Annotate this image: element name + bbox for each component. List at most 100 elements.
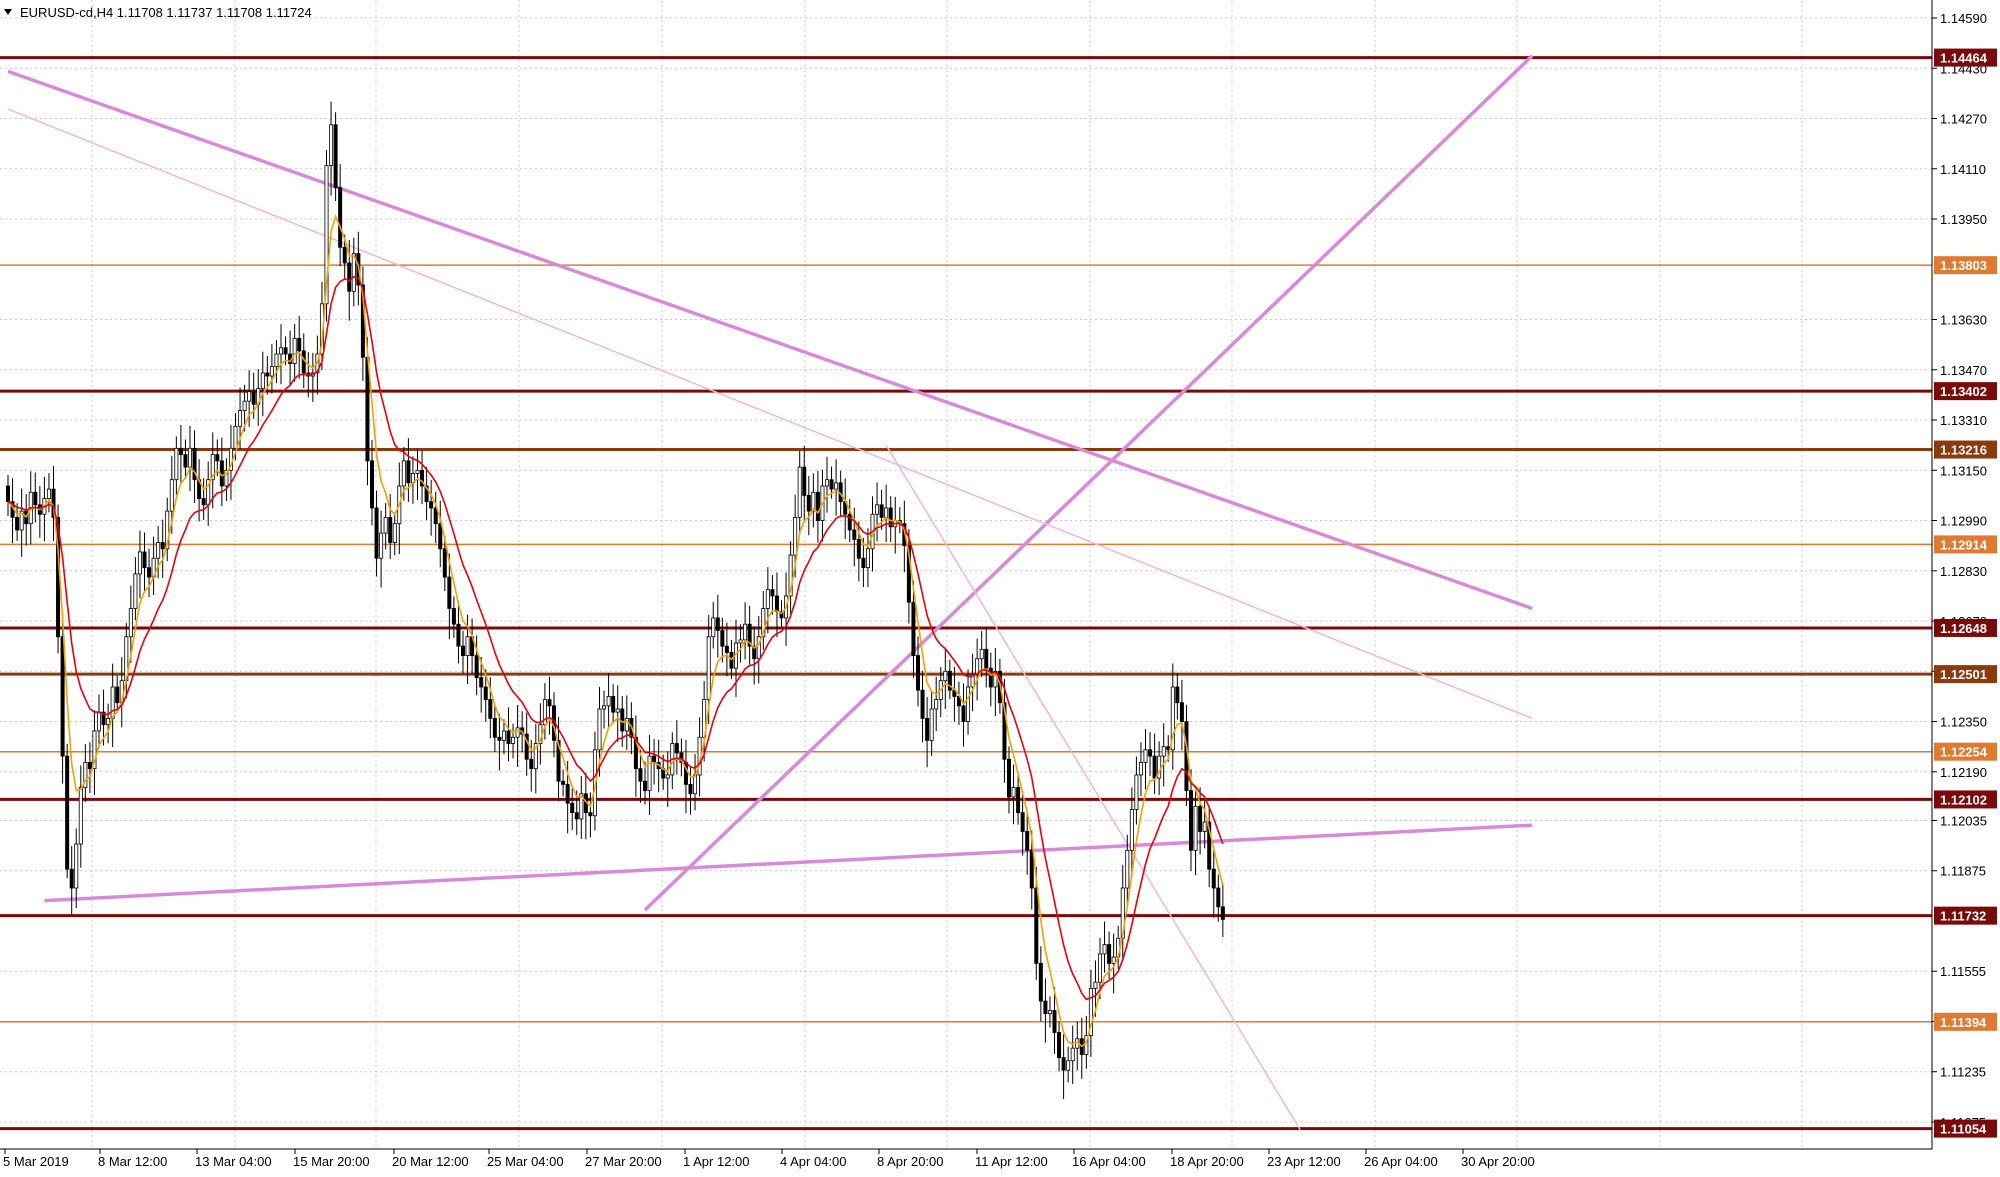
candle-bear (565, 783, 570, 804)
candle-bear (588, 812, 593, 817)
candle-bear (879, 504, 884, 518)
candle-bull (1047, 1010, 1052, 1015)
candle-bull (1134, 774, 1139, 810)
candle-bear (1043, 1000, 1048, 1015)
candle-bull (97, 711, 102, 732)
time-tick-label: 30 Apr 20:00 (1461, 1154, 1535, 1169)
candle-bull (966, 686, 971, 722)
candle-bull (602, 705, 607, 710)
candle-bear (388, 516, 393, 543)
candle-bear (438, 523, 443, 550)
candle-bull (278, 347, 283, 355)
candle-bear (856, 538, 861, 559)
candle-bull (1066, 1060, 1071, 1071)
price-tick-label: 1.13310 (1940, 413, 1987, 428)
candle-bear (720, 630, 725, 647)
trendline[interactable] (7, 69, 1533, 611)
time-tick-label: 13 Mar 04:00 (195, 1154, 272, 1169)
candle-bull (929, 708, 934, 741)
candle-bear (65, 755, 70, 870)
candle-bear (483, 686, 488, 700)
candle-bear (925, 718, 930, 741)
candle-bear (492, 718, 497, 738)
time-tick-label: 20 Mar 12:00 (392, 1154, 469, 1169)
trendline[interactable] (885, 444, 1301, 1131)
candle-bull (511, 736, 516, 744)
candle-bear (1179, 702, 1184, 722)
candle-bear (652, 755, 657, 763)
level-price-badge (1934, 1012, 1997, 1031)
trendline[interactable] (643, 54, 1534, 912)
candle-bull (92, 730, 97, 770)
candle-bull (1088, 988, 1093, 1037)
horizontal-levels[interactable] (0, 56, 1932, 1131)
candle-bear (506, 730, 511, 744)
candle-bear (1057, 1032, 1062, 1059)
triangle-down-icon[interactable] (4, 9, 12, 15)
level-price-badge (1934, 665, 1997, 684)
candle-bear (561, 780, 566, 785)
candle-bear (1038, 962, 1043, 1002)
price-tick-label: 1.13150 (1940, 463, 1987, 478)
candle-bull (1098, 953, 1103, 983)
candle-bear (297, 337, 302, 352)
trendline[interactable] (44, 823, 1533, 903)
level-price-label: 1.13402 (1940, 384, 1987, 399)
candle-bear (369, 460, 374, 509)
candle-bull (329, 124, 334, 167)
candle-bull (128, 608, 133, 638)
candle-bull (579, 793, 584, 820)
price-tick-label: 1.12350 (1940, 715, 1987, 730)
candle-bear (1061, 1057, 1066, 1071)
candle-bull (74, 843, 79, 889)
candle-bull (379, 532, 384, 559)
candle-bull (1111, 956, 1116, 964)
candle-bull (665, 774, 670, 779)
candle-bear (556, 739, 561, 782)
time-tick-label: 15 Mar 20:00 (293, 1154, 370, 1169)
candle-bull (743, 623, 748, 641)
candle-bull (934, 699, 939, 710)
price-tick-label: 1.11555 (1940, 964, 1986, 979)
candle-bear (802, 466, 807, 496)
time-tick-label: 26 Apr 04:00 (1364, 1154, 1438, 1169)
candle-bear (888, 507, 893, 528)
candle-bull (238, 410, 243, 427)
candle-bear (342, 246, 347, 264)
candle-bull (292, 337, 297, 364)
candle-bear (984, 648, 989, 669)
candle-bear (1052, 1010, 1057, 1033)
trendline[interactable] (7, 108, 1533, 720)
candle-bull (133, 573, 138, 609)
trendlines[interactable] (7, 54, 1534, 1131)
candle-bull (401, 460, 406, 487)
candle-bear (611, 696, 616, 713)
candle-bear (420, 469, 425, 487)
candle-bull (19, 510, 24, 531)
level-price-badge (1934, 256, 1997, 275)
candle-bear (160, 542, 165, 550)
candle-bear (333, 124, 338, 189)
candle-bear (338, 187, 343, 248)
candle-bull (515, 727, 520, 738)
candle-bear (847, 513, 852, 531)
candle-bear (1007, 758, 1012, 798)
candle-bear (115, 686, 120, 704)
level-price-badge (1934, 906, 1997, 925)
candle-bull (324, 165, 329, 305)
candle-bull (765, 589, 770, 609)
candle-bear (429, 501, 434, 509)
price-tick-label: 1.13630 (1940, 313, 1987, 328)
candle-bear (633, 736, 638, 770)
candle-bear (1025, 831, 1030, 851)
candle-bull (797, 466, 802, 518)
level-price-badge (1934, 790, 1997, 809)
candle-bear (265, 372, 270, 377)
candle-bull (533, 743, 538, 770)
candle-bull (706, 636, 711, 700)
candle-bear (215, 454, 220, 462)
candle-bull (46, 488, 51, 499)
